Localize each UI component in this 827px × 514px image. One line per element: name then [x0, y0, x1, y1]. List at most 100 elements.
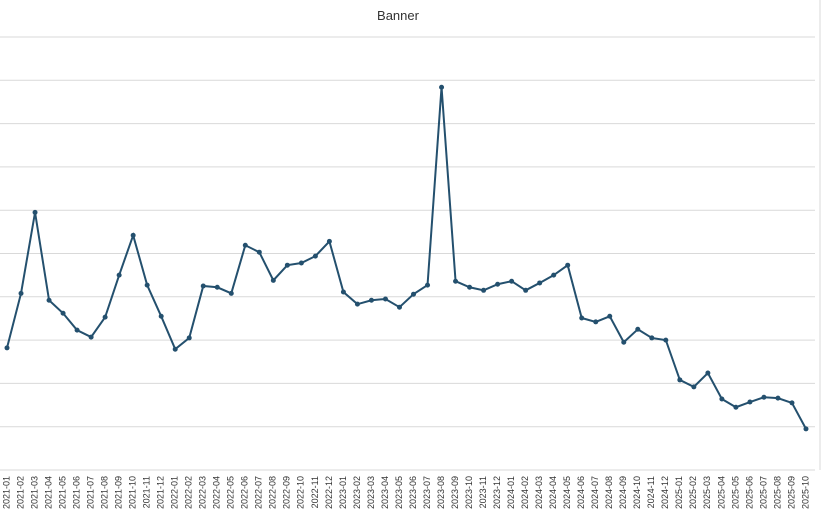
x-tick-label: 2021-10: [128, 476, 138, 509]
data-point: [18, 290, 24, 296]
x-tick-label: 2021-01: [1, 476, 11, 509]
data-point: [32, 209, 38, 215]
data-point: [172, 346, 178, 352]
x-tick-label: 2025-09: [786, 476, 796, 509]
data-point: [481, 287, 487, 293]
data-point: [691, 384, 697, 390]
x-tick-label: 2021-02: [15, 476, 25, 509]
x-tick-label: 2025-03: [702, 476, 712, 509]
x-tick-label: 2023-07: [422, 476, 432, 509]
x-tick-label: 2021-11: [142, 476, 152, 508]
data-point: [425, 282, 431, 288]
data-point: [733, 404, 739, 410]
x-tick-label: 2025-04: [716, 476, 726, 509]
data-point: [270, 277, 276, 283]
data-point: [677, 377, 683, 383]
x-tick-label: 2021-12: [156, 476, 166, 509]
x-tick-label: 2024-08: [604, 476, 614, 509]
x-tick-label: 2025-02: [688, 476, 698, 509]
data-point: [46, 297, 52, 303]
data-point: [368, 297, 374, 303]
x-tick-label: 2025-07: [758, 476, 768, 509]
x-tick-label: 2025-05: [730, 476, 740, 509]
data-point: [298, 260, 304, 266]
x-tick-label: 2024-03: [534, 476, 544, 509]
x-tick-label: 2025-01: [674, 476, 684, 509]
data-point: [242, 242, 248, 248]
data-point: [439, 84, 445, 90]
data-point: [284, 262, 290, 268]
data-point: [144, 282, 150, 288]
x-tick-label: 2021-05: [57, 476, 67, 509]
data-point: [789, 400, 795, 406]
x-tick-label: 2021-04: [43, 476, 53, 509]
x-tick-label: 2024-12: [660, 476, 670, 509]
x-tick-label: 2021-08: [100, 476, 110, 509]
data-point: [60, 310, 66, 316]
data-point: [158, 313, 164, 319]
x-tick-label: 2024-10: [632, 476, 642, 509]
data-point: [565, 262, 571, 268]
data-point: [803, 426, 809, 432]
data-point: [102, 314, 108, 320]
data-point: [326, 238, 332, 244]
data-point: [747, 399, 753, 405]
data-point: [775, 395, 781, 401]
data-point: [74, 327, 80, 333]
x-tick-label: 2023-03: [366, 476, 376, 509]
x-tick-label: 2023-01: [338, 476, 348, 509]
x-tick-label: 2022-06: [240, 476, 250, 509]
x-tick-label: 2024-04: [548, 476, 558, 509]
x-tick-label: 2022-09: [282, 476, 292, 509]
x-tick-label: 2024-02: [520, 476, 530, 509]
x-tick-label: 2023-08: [436, 476, 446, 509]
x-tick-label: 2024-06: [576, 476, 586, 509]
x-tick-label: 2024-05: [562, 476, 572, 509]
data-point: [116, 272, 122, 278]
x-tick-label: 2022-05: [226, 476, 236, 509]
x-tick-label: 2023-12: [492, 476, 502, 509]
x-tick-label: 2024-01: [506, 476, 516, 509]
data-point: [579, 315, 585, 321]
x-tick-label: 2022-11: [310, 476, 320, 508]
data-point: [228, 290, 234, 296]
data-point: [396, 304, 402, 310]
data-point: [340, 289, 346, 295]
x-tick-label: 2022-07: [254, 476, 264, 509]
data-point: [453, 278, 459, 284]
x-tick-label: 2022-04: [212, 476, 222, 509]
x-tick-label: 2025-06: [744, 476, 754, 509]
data-point: [354, 301, 360, 307]
data-point: [214, 284, 220, 290]
data-point: [551, 272, 557, 278]
x-tick-label: 2025-08: [772, 476, 782, 509]
data-point: [130, 232, 136, 238]
data-point: [467, 284, 473, 290]
x-tick-label: 2023-09: [450, 476, 460, 509]
data-point: [719, 396, 725, 402]
data-point: [593, 319, 599, 325]
data-point: [705, 370, 711, 376]
x-tick-label: 2023-11: [478, 476, 488, 508]
data-point: [495, 281, 501, 287]
data-line: [6, 87, 807, 430]
data-point: [509, 278, 515, 284]
data-point: [761, 394, 767, 400]
chart-title: Banner: [377, 8, 420, 23]
x-tick-label: 2022-12: [324, 476, 334, 509]
x-tick-label: 2022-08: [268, 476, 278, 509]
x-tick-label: 2021-09: [114, 476, 124, 509]
x-tick-label: 2023-04: [380, 476, 390, 509]
x-tick-label: 2023-06: [408, 476, 418, 509]
data-point: [621, 339, 627, 345]
x-tick-label: 2021-06: [71, 476, 81, 509]
x-tick-label: 2023-10: [464, 476, 474, 509]
data-point: [200, 283, 206, 289]
data-point: [312, 253, 318, 259]
data-point: [649, 335, 655, 341]
data-point: [537, 280, 543, 286]
x-tick-label: 2024-09: [618, 476, 628, 509]
data-point: [382, 296, 388, 302]
x-tick-label: 2025-10: [800, 476, 810, 509]
